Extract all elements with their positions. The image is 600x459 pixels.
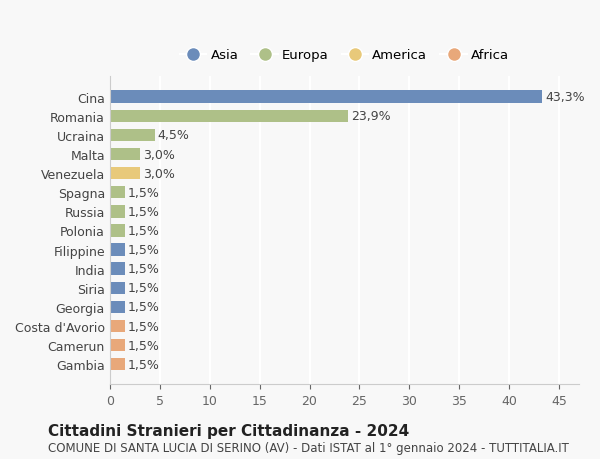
- Bar: [110, 110, 349, 123]
- Bar: [110, 168, 140, 180]
- Text: 1,5%: 1,5%: [128, 282, 160, 295]
- Bar: [110, 339, 125, 352]
- Text: 1,5%: 1,5%: [128, 263, 160, 275]
- Text: 43,3%: 43,3%: [545, 91, 584, 104]
- Bar: [110, 282, 125, 294]
- Text: 3,0%: 3,0%: [143, 148, 175, 161]
- Text: Cittadini Stranieri per Cittadinanza - 2024: Cittadini Stranieri per Cittadinanza - 2…: [48, 423, 409, 438]
- Text: 1,5%: 1,5%: [128, 244, 160, 257]
- Bar: [110, 358, 125, 371]
- Text: 3,0%: 3,0%: [143, 167, 175, 180]
- Text: 1,5%: 1,5%: [128, 224, 160, 237]
- Text: 1,5%: 1,5%: [128, 358, 160, 371]
- Bar: [110, 187, 125, 199]
- Bar: [110, 263, 125, 275]
- Text: 1,5%: 1,5%: [128, 301, 160, 314]
- Legend: Asia, Europa, America, Africa: Asia, Europa, America, Africa: [175, 44, 514, 67]
- Text: 23,9%: 23,9%: [352, 110, 391, 123]
- Bar: [110, 244, 125, 256]
- Bar: [110, 91, 542, 104]
- Text: 1,5%: 1,5%: [128, 205, 160, 218]
- Text: 1,5%: 1,5%: [128, 186, 160, 199]
- Text: COMUNE DI SANTA LUCIA DI SERINO (AV) - Dati ISTAT al 1° gennaio 2024 - TUTTITALI: COMUNE DI SANTA LUCIA DI SERINO (AV) - D…: [48, 442, 569, 454]
- Bar: [110, 225, 125, 237]
- Bar: [110, 320, 125, 332]
- Text: 1,5%: 1,5%: [128, 339, 160, 352]
- Text: 4,5%: 4,5%: [158, 129, 190, 142]
- Text: 1,5%: 1,5%: [128, 320, 160, 333]
- Bar: [110, 301, 125, 313]
- Bar: [110, 148, 140, 161]
- Bar: [110, 206, 125, 218]
- Bar: [110, 129, 155, 142]
